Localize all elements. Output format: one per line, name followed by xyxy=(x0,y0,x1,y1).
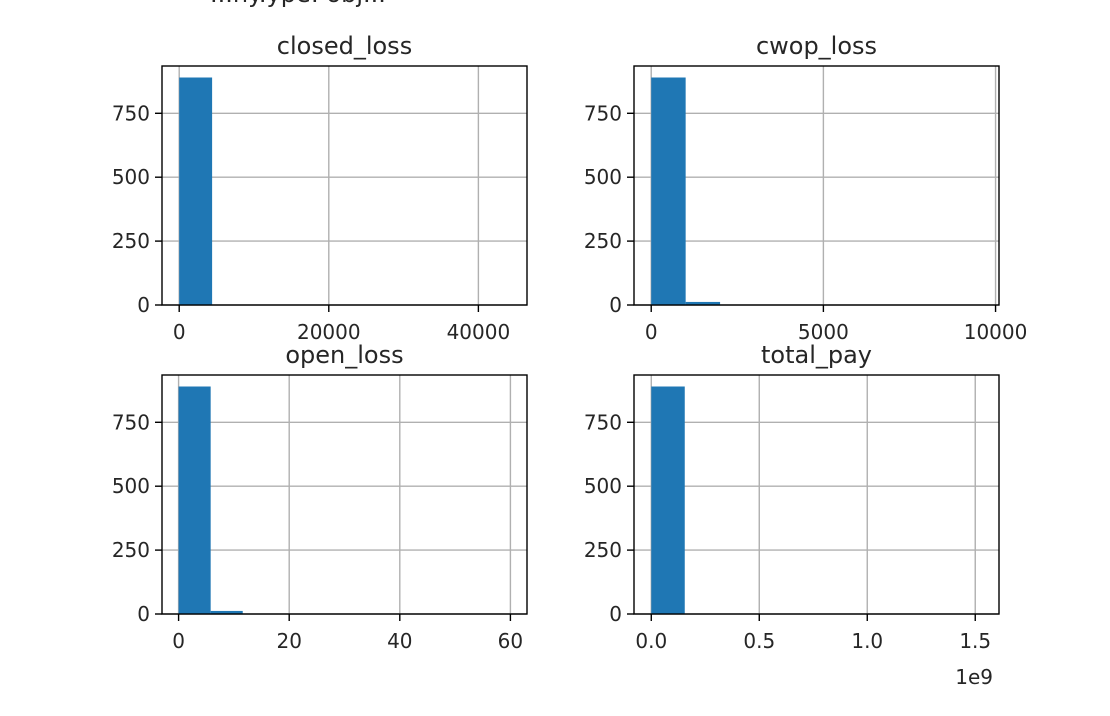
y-tick-label: 0 xyxy=(609,293,622,317)
histogram-bar xyxy=(651,77,686,305)
x-tick-label: 1.5 xyxy=(959,629,991,653)
x-tick-label: 40000 xyxy=(447,320,511,344)
axes-frame xyxy=(633,65,1000,306)
x-tick-label: 0 xyxy=(645,320,658,344)
x-tick-label: 0 xyxy=(172,629,185,653)
subplot-title: cwop_loss xyxy=(756,32,877,60)
y-tick-label: 500 xyxy=(112,165,150,189)
x-tick-label: 0.5 xyxy=(743,629,775,653)
y-tick-label: 250 xyxy=(112,538,150,562)
x-tick-label: 5000 xyxy=(798,320,849,344)
histogram-bar xyxy=(210,610,243,614)
subplot-title: closed_loss xyxy=(277,32,412,60)
figure-header-fragment: ...ny.ype: obj... xyxy=(210,0,386,8)
y-tick-label: 750 xyxy=(584,101,622,125)
x-tick-label: 20 xyxy=(276,629,301,653)
y-tick-label: 250 xyxy=(584,229,622,253)
y-tick-label: 750 xyxy=(584,410,622,434)
axes-frame xyxy=(161,65,528,306)
subplot-closed-loss: 0 20000 40000 0 250 500 750 closed_loss xyxy=(112,32,528,344)
x-offset-label: 1e9 xyxy=(955,665,993,689)
histogram-bar xyxy=(179,77,213,305)
histogram-bar xyxy=(178,386,211,614)
y-tick-label: 500 xyxy=(112,474,150,498)
subplot-open-loss: 0 20 40 60 0 250 500 750 open_loss xyxy=(112,341,528,653)
y-tick-label: 0 xyxy=(609,602,622,626)
subplot-total-pay: 0.0 0.5 1.0 1.5 0 250 500 750 total_pay 1e9 xyxy=(584,341,1000,689)
y-tick-label: 750 xyxy=(112,101,150,125)
x-tick-label: 0 xyxy=(173,320,186,344)
y-tick-label: 750 xyxy=(112,410,150,434)
x-tick-label: 0.0 xyxy=(635,629,667,653)
y-tick-label: 500 xyxy=(584,165,622,189)
x-tick-label: 20000 xyxy=(297,320,361,344)
y-tick-label: 0 xyxy=(137,293,150,317)
x-tick-label: 60 xyxy=(498,629,523,653)
x-tick-label: 10000 xyxy=(964,320,1028,344)
axes-frame xyxy=(633,374,1000,615)
x-tick-label: 40 xyxy=(387,629,412,653)
histogram-bar xyxy=(685,301,721,305)
axes-frame xyxy=(161,374,528,615)
subplot-title: total_pay xyxy=(761,341,872,369)
subplot-title: open_loss xyxy=(285,341,403,369)
y-tick-label: 0 xyxy=(137,602,150,626)
y-tick-label: 500 xyxy=(584,474,622,498)
y-tick-label: 250 xyxy=(584,538,622,562)
y-tick-label: 250 xyxy=(112,229,150,253)
histogram-bar xyxy=(651,386,685,614)
x-tick-label: 1.0 xyxy=(851,629,883,653)
subplot-cwop-loss: 0 5000 10000 0 250 500 750 cwop_loss xyxy=(584,32,1028,344)
